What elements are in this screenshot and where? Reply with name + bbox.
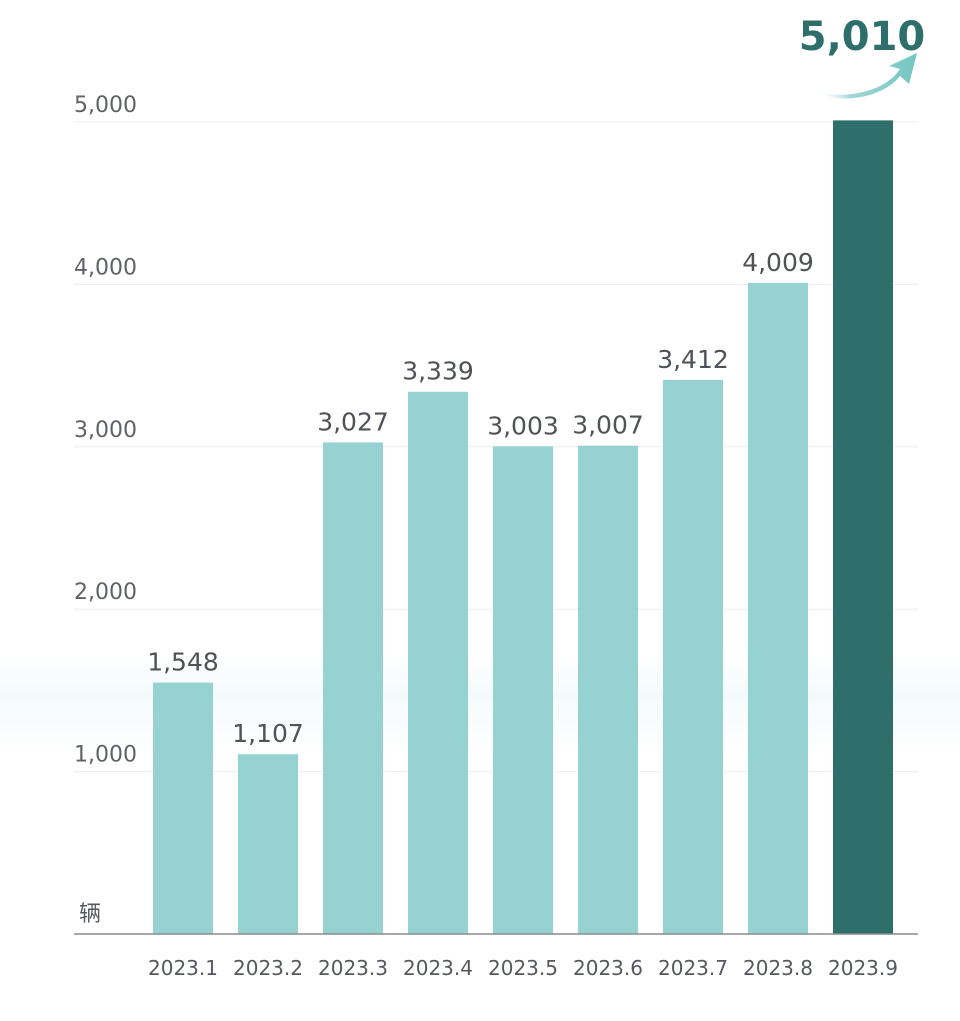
bar bbox=[238, 754, 298, 934]
bar-value-label: 3,003 bbox=[487, 411, 559, 440]
highlight-bar bbox=[833, 120, 893, 935]
bar bbox=[663, 379, 723, 934]
x-tick-label: 2023.6 bbox=[573, 956, 643, 980]
bar bbox=[493, 446, 553, 934]
highlight-value: 5,010 bbox=[799, 14, 926, 60]
bar-value-label: 1,548 bbox=[147, 648, 219, 677]
bar-value-label: 3,007 bbox=[572, 411, 644, 440]
y-tick-label: 4,000 bbox=[74, 255, 137, 280]
bar bbox=[408, 391, 468, 934]
x-tick-label: 2023.1 bbox=[148, 956, 218, 980]
bar-value-label: 3,339 bbox=[402, 357, 474, 386]
bar bbox=[323, 442, 383, 934]
unit-label: 辆 bbox=[79, 902, 101, 927]
bar-value-label: 3,412 bbox=[657, 345, 729, 374]
y-tick-label: 1,000 bbox=[74, 743, 137, 768]
category-labels: 2023.1 2023.2 2023.3 2023.4 2023.5 2023.6 2023… bbox=[148, 956, 898, 980]
x-tick-label: 2023.5 bbox=[488, 956, 558, 980]
y-tick-labels: 1,000 2,000 3,000 4,000 5,000 bbox=[74, 93, 137, 768]
bar bbox=[153, 682, 213, 934]
bar bbox=[578, 445, 638, 934]
bar-value-label: 3,027 bbox=[317, 407, 389, 436]
value-labels: 1,548 1,107 3,027 3,339 3,003 3,007 3,412 4,009 bbox=[147, 248, 814, 748]
x-tick-label: 2023.7 bbox=[658, 956, 728, 980]
x-tick-label: 2023.9 bbox=[828, 956, 898, 980]
bar bbox=[748, 282, 808, 935]
y-tick-label: 5,000 bbox=[74, 93, 137, 118]
bar-value-label: 1,107 bbox=[232, 719, 304, 748]
y-tick-label: 2,000 bbox=[74, 580, 137, 605]
x-tick-label: 2023.4 bbox=[403, 956, 473, 980]
bar-value-label: 4,009 bbox=[742, 248, 814, 277]
y-tick-label: 3,000 bbox=[74, 418, 137, 443]
x-tick-label: 2023.3 bbox=[318, 956, 388, 980]
up-arrow-icon bbox=[815, 53, 917, 99]
bars bbox=[153, 120, 893, 935]
x-tick-label: 2023.2 bbox=[233, 956, 303, 980]
x-tick-label: 2023.8 bbox=[743, 956, 813, 980]
